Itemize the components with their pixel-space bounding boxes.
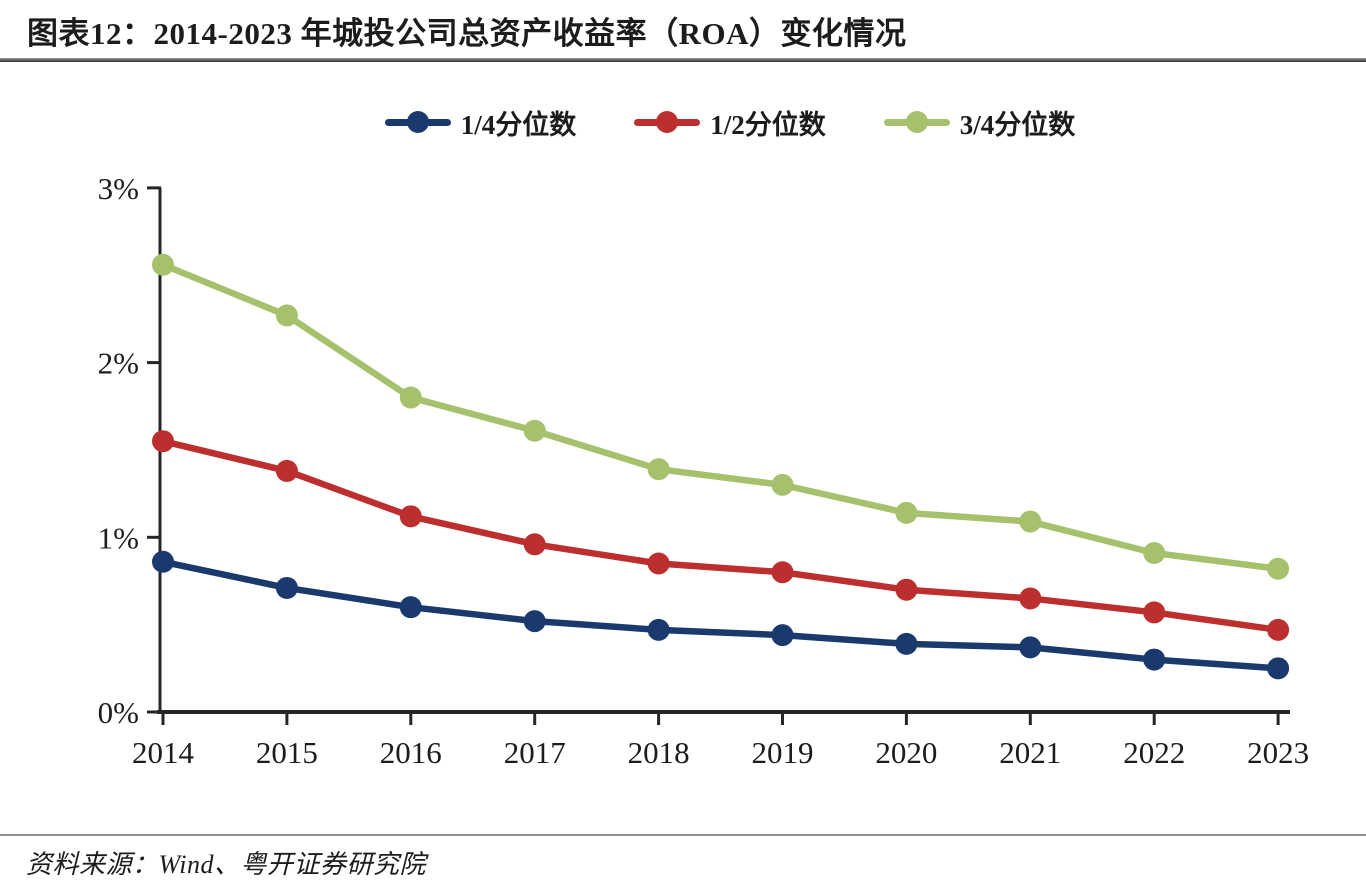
x-tick-label: 2019 bbox=[752, 735, 814, 770]
footer-divider bbox=[0, 834, 1366, 836]
data-point bbox=[275, 304, 298, 327]
legend-marker-q3-icon bbox=[883, 111, 950, 133]
data-point bbox=[1143, 648, 1166, 671]
y-tick-label: 1% bbox=[98, 520, 139, 555]
legend-item-q1: 1/4分位数 bbox=[384, 103, 577, 142]
data-point bbox=[895, 501, 918, 524]
series-line-2 bbox=[159, 437, 1282, 634]
y-tick-label: 2% bbox=[98, 346, 139, 381]
x-tick-label: 2022 bbox=[1123, 735, 1185, 770]
series-line-3 bbox=[159, 261, 1282, 572]
x-tick-label: 2021 bbox=[999, 735, 1061, 770]
data-point bbox=[152, 253, 174, 276]
data-point bbox=[895, 578, 918, 601]
data-point bbox=[895, 632, 918, 655]
data-point bbox=[1267, 557, 1290, 580]
data-point bbox=[1143, 601, 1166, 624]
data-point bbox=[399, 596, 422, 619]
data-point bbox=[152, 430, 174, 453]
x-tick-label: 2016 bbox=[380, 735, 442, 770]
legend-item-q2: 1/2分位数 bbox=[634, 103, 826, 142]
data-point bbox=[1143, 542, 1166, 565]
x-tick-label: 2020 bbox=[875, 735, 937, 770]
legend-label-q3: 3/4分位数 bbox=[959, 109, 1076, 140]
data-point bbox=[647, 458, 670, 481]
legend-label-q2: 1/2分位数 bbox=[710, 109, 826, 140]
x-tick-label: 2023 bbox=[1247, 735, 1309, 770]
data-point bbox=[523, 533, 546, 556]
data-point bbox=[771, 473, 794, 496]
data-point bbox=[1267, 657, 1290, 680]
data-point bbox=[771, 561, 794, 584]
data-point bbox=[771, 624, 794, 647]
source-note: 资料来源：Wind、粤开证券研究院 bbox=[26, 850, 426, 879]
legend-marker-q1-icon bbox=[384, 111, 451, 133]
data-point bbox=[523, 419, 546, 442]
data-point bbox=[647, 552, 670, 575]
x-tick-label: 2017 bbox=[504, 735, 566, 770]
chart-legend: 1/4分位数 1/2分位数 3/4分位数 bbox=[94, 100, 1366, 144]
data-point bbox=[1019, 636, 1042, 659]
data-point bbox=[152, 550, 174, 573]
series-line-1 bbox=[159, 558, 1282, 672]
data-point bbox=[1019, 587, 1042, 610]
data-point bbox=[399, 386, 422, 409]
x-tick-label: 2014 bbox=[132, 735, 195, 770]
legend-marker-q2-icon bbox=[634, 111, 701, 133]
x-tick-label: 2015 bbox=[256, 735, 318, 770]
data-point bbox=[1267, 618, 1290, 641]
x-tick-label: 2018 bbox=[628, 735, 690, 770]
legend-label-q1: 1/4分位数 bbox=[460, 109, 577, 140]
data-point bbox=[275, 459, 298, 482]
data-point bbox=[1019, 510, 1042, 533]
y-tick-label: 0% bbox=[98, 695, 139, 730]
figure-title: 图表12：2014-2023 年城投公司总资产收益率（ROA）变化情况 bbox=[27, 16, 907, 51]
y-tick-label: 3% bbox=[98, 171, 139, 206]
data-point bbox=[523, 610, 546, 633]
data-point bbox=[647, 618, 670, 641]
data-point bbox=[399, 505, 422, 528]
legend-item-q3: 3/4分位数 bbox=[883, 103, 1076, 142]
data-point bbox=[275, 576, 298, 599]
title-divider bbox=[0, 58, 1366, 62]
